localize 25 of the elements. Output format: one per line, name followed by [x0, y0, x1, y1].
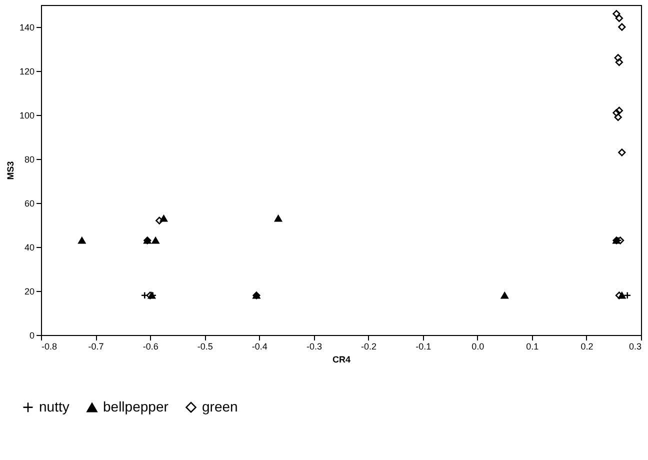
y-tick-label: 120 [19, 66, 34, 76]
x-tick-label: -0.5 [197, 342, 213, 352]
x-tick-label: -0.6 [142, 342, 158, 352]
x-tick-label: 0.3 [628, 342, 642, 352]
x-axis-title: CR4 [332, 354, 351, 364]
x-tick-label: -0.2 [361, 342, 377, 352]
y-tick-label: 0 [29, 330, 34, 340]
y-tick-label: 40 [24, 242, 34, 252]
legend-label: green [202, 398, 238, 414]
x-tick-label: -0.4 [252, 342, 268, 352]
x-tick-label: -0.1 [416, 342, 432, 352]
x-tick-label: -0.3 [306, 342, 322, 352]
y-axis-title: MS3 [5, 161, 16, 180]
x-tick-label: 0.0 [472, 342, 484, 352]
x-tick-label: 0.1 [526, 342, 539, 352]
x-tick-label: -0.7 [88, 342, 104, 352]
y-tick-label: 20 [24, 286, 34, 296]
legend-label: bellpepper [103, 398, 169, 414]
x-tick-label: 0.2 [580, 342, 594, 352]
y-tick-label: 140 [19, 22, 34, 32]
y-tick-label: 100 [19, 110, 34, 120]
y-tick-label: 80 [24, 154, 34, 164]
x-tick-label: -0.8 [42, 342, 58, 352]
y-tick-label: 60 [24, 198, 34, 208]
legend-label: nutty [39, 398, 70, 414]
